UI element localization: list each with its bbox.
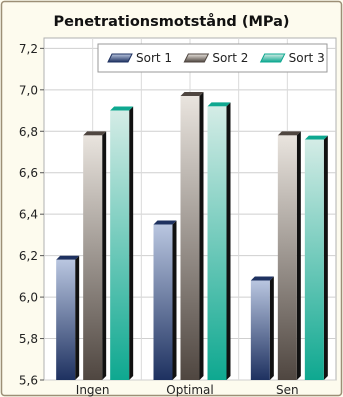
bar-front-face: [207, 106, 227, 381]
legend-swatch: [259, 53, 286, 63]
bar-front-face: [277, 135, 297, 380]
y-tick-label: 6,2: [19, 249, 38, 263]
bar-ingen-series-1: [56, 255, 80, 380]
y-tick-label: 7,2: [19, 42, 38, 56]
legend-swatch: [183, 53, 210, 63]
bar-optimal-series-3: [207, 102, 231, 381]
bar-sen-series-2: [277, 131, 301, 380]
bar-front-face: [250, 280, 270, 380]
x-category-label: Ingen: [76, 383, 110, 397]
bar-front-face: [110, 110, 130, 380]
bar-top-face: [180, 92, 204, 97]
bar-side-face: [129, 106, 134, 380]
bar-top-face: [304, 135, 328, 140]
legend-item-sort-3: Sort 3: [259, 51, 325, 65]
bar-side-face: [172, 220, 177, 380]
bar-ingen-series-3: [110, 106, 134, 380]
legend-item-sort-1: Sort 1: [107, 51, 172, 65]
y-tick-label: 6,0: [19, 291, 38, 305]
x-category-label: Sen: [276, 383, 299, 397]
legend-label: Sort 1: [136, 51, 172, 65]
y-tick-label: 5,8: [19, 332, 38, 346]
bar-top-face: [207, 102, 231, 107]
chart-title: Penetrationsmotstånd (MPa): [53, 13, 289, 30]
bar-front-face: [83, 135, 103, 380]
bar-front-face: [56, 259, 76, 380]
bar-top-face: [110, 106, 134, 111]
legend-swatch: [107, 53, 133, 63]
bar-front-face: [180, 96, 200, 380]
y-axis-ticks: 5,6 5,8 6,0 6,2 6,4 6,6 6,8 7,0 7,2: [19, 42, 38, 388]
legend: Sort 1 Sort 2 Sort 3: [97, 43, 328, 73]
y-tick-label: 7,0: [19, 83, 38, 97]
bar-sen-series-1: [250, 276, 274, 380]
bar-side-face: [226, 102, 231, 381]
y-tick-label: 5,6: [19, 374, 38, 388]
bar-ingen-series-2: [83, 131, 107, 380]
bars-group: [56, 92, 328, 381]
bar-top-face: [153, 220, 177, 225]
legend-box: [97, 43, 328, 73]
bar-side-face: [269, 276, 274, 380]
y-tick-label: 6,4: [19, 208, 38, 222]
bar-top-face: [277, 131, 301, 136]
legend-label: Sort 2: [212, 51, 248, 65]
legend-label: Sort 3: [289, 51, 325, 65]
bar-sen-series-3: [304, 135, 328, 380]
bar-top-face: [56, 255, 80, 260]
x-axis-categories: Ingen Optimal Sen: [76, 383, 299, 397]
bar-front-face: [153, 224, 173, 380]
x-category-label: Optimal: [166, 383, 213, 397]
legend-item-sort-2: Sort 2: [183, 51, 248, 65]
bar-front-face: [304, 139, 324, 380]
bar-optimal-series-1: [153, 220, 177, 380]
bar-side-face: [199, 92, 204, 380]
bar-side-face: [102, 131, 107, 380]
bar-side-face: [75, 255, 80, 380]
bar-side-face: [323, 135, 328, 380]
bar-top-face: [250, 276, 274, 281]
bar-side-face: [296, 131, 301, 380]
y-tick-label: 6,8: [19, 125, 38, 139]
y-tick-label: 6,6: [19, 166, 38, 180]
bar-top-face: [83, 131, 107, 136]
bar-optimal-series-2: [180, 92, 204, 380]
